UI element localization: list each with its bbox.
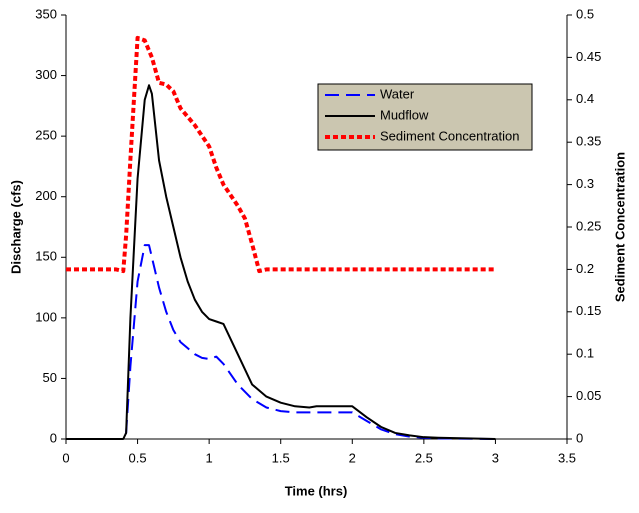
legend-label: Mudflow xyxy=(380,107,429,122)
y-tick-label: 350 xyxy=(35,6,57,21)
y2-tick-label: 0.35 xyxy=(576,134,601,149)
series-line xyxy=(66,244,496,440)
x-tick-label: 3.5 xyxy=(558,450,576,465)
series-line xyxy=(66,84,496,440)
y2-tick-label: 0.3 xyxy=(576,176,594,191)
y-tick-label: 100 xyxy=(35,309,57,324)
y-tick-label: 250 xyxy=(35,128,57,143)
y2-tick-label: 0 xyxy=(576,430,583,445)
legend-label: Water xyxy=(380,86,415,101)
x-axis-label: Time (hrs) xyxy=(285,483,348,498)
y-tick-label: 0 xyxy=(50,430,57,445)
y-axis-label: Discharge (cfs) xyxy=(8,180,23,274)
x-tick-label: 1.5 xyxy=(272,450,290,465)
y-tick-label: 150 xyxy=(35,249,57,264)
y-tick-label: 50 xyxy=(43,370,57,385)
x-tick-label: 1 xyxy=(206,450,213,465)
y-tick-label: 300 xyxy=(35,67,57,82)
y2-tick-label: 0.15 xyxy=(576,303,601,318)
x-tick-label: 2.5 xyxy=(415,450,433,465)
y2-axis-label: Sediment Concentration xyxy=(612,152,627,302)
x-tick-label: 2 xyxy=(349,450,356,465)
x-tick-label: 0 xyxy=(62,450,69,465)
legend-label: Sediment Concentration xyxy=(380,128,519,143)
y-tick-label: 200 xyxy=(35,188,57,203)
y2-tick-label: 0.1 xyxy=(576,346,594,361)
x-tick-label: 3 xyxy=(492,450,499,465)
y2-tick-label: 0.2 xyxy=(576,261,594,276)
y2-tick-label: 0.5 xyxy=(576,6,594,21)
y2-tick-label: 0.25 xyxy=(576,218,601,233)
x-tick-label: 0.5 xyxy=(129,450,147,465)
y2-tick-label: 0.4 xyxy=(576,91,594,106)
series-line xyxy=(66,35,496,274)
y2-tick-label: 0.45 xyxy=(576,49,601,64)
y2-tick-label: 0.05 xyxy=(576,388,601,403)
